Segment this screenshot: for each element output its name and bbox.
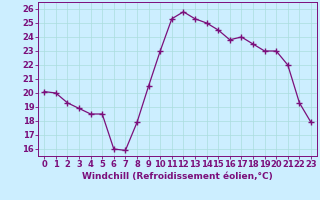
X-axis label: Windchill (Refroidissement éolien,°C): Windchill (Refroidissement éolien,°C) — [82, 172, 273, 181]
